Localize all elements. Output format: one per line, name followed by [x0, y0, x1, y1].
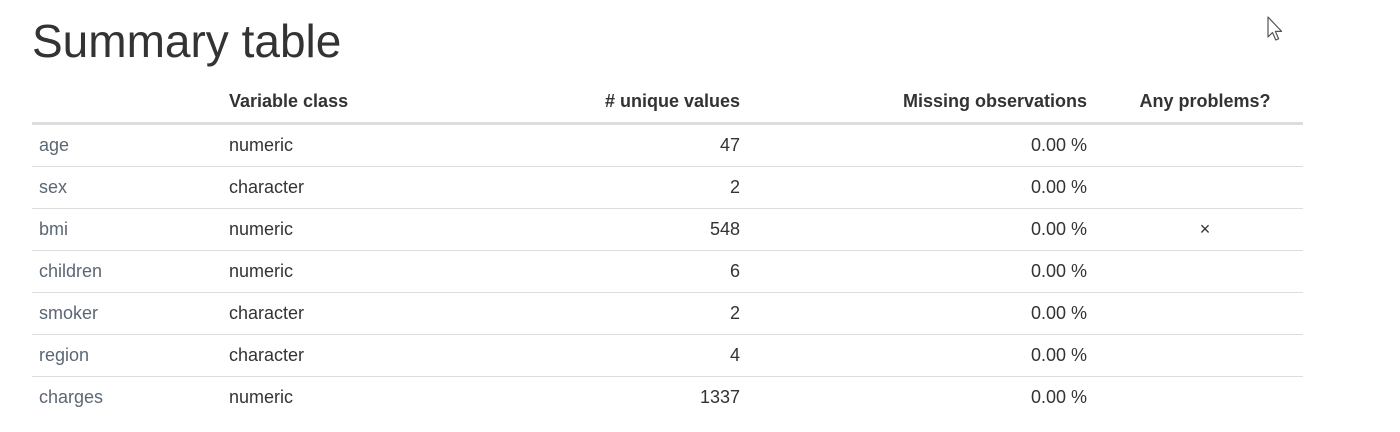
variable-name: region [32, 335, 222, 377]
missing-observations: 0.00 % [740, 293, 1087, 335]
variable-class: character [222, 167, 469, 209]
variable-class: numeric [222, 209, 469, 251]
mouse-pointer-icon [1267, 16, 1285, 42]
variable-class: character [222, 293, 469, 335]
unique-values: 4 [469, 335, 740, 377]
variable-name: children [32, 251, 222, 293]
table-row: charges numeric 1337 0.00 % [32, 377, 1303, 419]
summary-table: Variable class # unique values Missing o… [32, 80, 1303, 418]
missing-observations: 0.00 % [740, 124, 1087, 167]
variable-class: numeric [222, 124, 469, 167]
header-row: Variable class # unique values Missing o… [32, 80, 1303, 124]
variable-name: bmi [32, 209, 222, 251]
page-title: Summary table [32, 14, 341, 68]
problem-flag [1087, 251, 1303, 293]
header-variable-class: Variable class [222, 80, 469, 124]
table-header: Variable class # unique values Missing o… [32, 80, 1303, 124]
problem-flag: × [1087, 209, 1303, 251]
unique-values: 6 [469, 251, 740, 293]
problem-flag [1087, 293, 1303, 335]
variable-name: charges [32, 377, 222, 419]
variable-class: character [222, 335, 469, 377]
table-row: smoker character 2 0.00 % [32, 293, 1303, 335]
problem-flag [1087, 167, 1303, 209]
variable-name: smoker [32, 293, 222, 335]
table-row: bmi numeric 548 0.00 % × [32, 209, 1303, 251]
variable-class: numeric [222, 377, 469, 419]
unique-values: 2 [469, 293, 740, 335]
variable-name: sex [32, 167, 222, 209]
header-any-problems: Any problems? [1087, 80, 1303, 124]
missing-observations: 0.00 % [740, 335, 1087, 377]
table-row: region character 4 0.00 % [32, 335, 1303, 377]
header-variable-name [32, 80, 222, 124]
missing-observations: 0.00 % [740, 377, 1087, 419]
problem-flag [1087, 377, 1303, 419]
table-row: age numeric 47 0.00 % [32, 124, 1303, 167]
header-unique-values: # unique values [469, 80, 740, 124]
missing-observations: 0.00 % [740, 209, 1087, 251]
missing-observations: 0.00 % [740, 251, 1087, 293]
unique-values: 1337 [469, 377, 740, 419]
variable-name: age [32, 124, 222, 167]
missing-observations: 0.00 % [740, 167, 1087, 209]
variable-class: numeric [222, 251, 469, 293]
table-row: children numeric 6 0.00 % [32, 251, 1303, 293]
table-body: age numeric 47 0.00 % sex character 2 0.… [32, 124, 1303, 419]
header-missing-observations: Missing observations [740, 80, 1087, 124]
unique-values: 548 [469, 209, 740, 251]
unique-values: 2 [469, 167, 740, 209]
unique-values: 47 [469, 124, 740, 167]
problem-flag [1087, 124, 1303, 167]
table-row: sex character 2 0.00 % [32, 167, 1303, 209]
problem-flag [1087, 335, 1303, 377]
